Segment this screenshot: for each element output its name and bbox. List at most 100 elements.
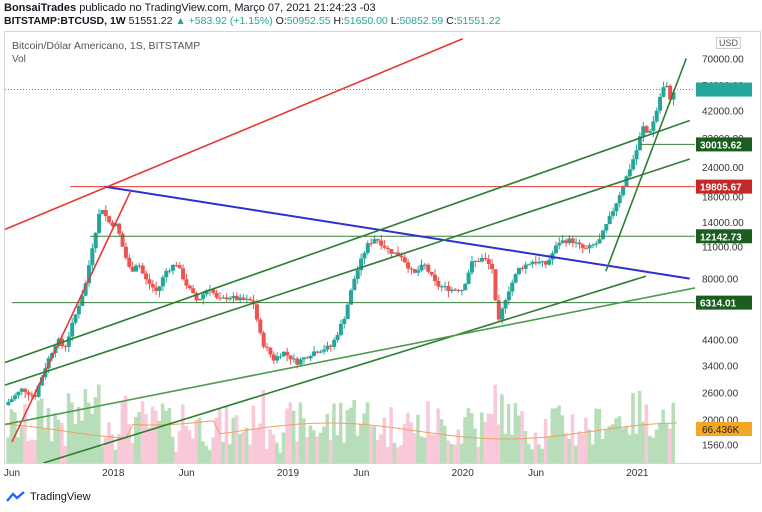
volume-bar xyxy=(90,413,94,463)
volume-bar xyxy=(211,437,215,463)
volume-bar xyxy=(513,403,518,463)
candle-body xyxy=(664,85,669,88)
volume-bar xyxy=(540,448,544,463)
trendline xyxy=(5,38,463,231)
volume-bar xyxy=(73,423,78,463)
candle-body xyxy=(147,279,152,285)
candle-body xyxy=(201,294,206,299)
candle-body xyxy=(305,357,310,359)
candle-body xyxy=(466,272,471,284)
volume-bar xyxy=(177,430,182,463)
volume-bar xyxy=(379,434,383,463)
volume-bar xyxy=(594,408,598,463)
volume-bar xyxy=(16,437,20,463)
candle-body xyxy=(382,245,387,248)
candle-body xyxy=(469,261,474,273)
volume-bar xyxy=(308,425,313,463)
volume-bar xyxy=(523,431,528,463)
candle-body xyxy=(244,298,249,300)
candle-body xyxy=(194,293,199,301)
candle-body xyxy=(564,240,569,244)
volume-bar xyxy=(396,447,400,463)
candle-body xyxy=(33,395,38,397)
candle-body xyxy=(322,349,327,352)
volume-bar xyxy=(557,405,561,463)
volume-bar xyxy=(207,450,212,463)
candle-body xyxy=(315,351,320,353)
volume-bar xyxy=(134,416,138,463)
volume-bar xyxy=(268,429,272,463)
volume-bar xyxy=(271,434,276,463)
candle-body xyxy=(520,267,525,269)
volume-bar xyxy=(580,434,585,463)
volume-bar xyxy=(476,446,481,463)
volume-bar xyxy=(392,442,397,463)
candle-body xyxy=(443,286,448,288)
volume-bar xyxy=(345,410,350,463)
candle-body xyxy=(312,351,317,356)
volume-bar xyxy=(265,449,269,463)
volume-bar xyxy=(453,444,457,463)
volume-bar xyxy=(449,443,454,463)
footer-brand: TradingView xyxy=(6,491,91,503)
currency-button[interactable]: USD xyxy=(716,37,742,49)
candle-body xyxy=(580,244,585,249)
volume-bar xyxy=(658,422,662,463)
volume-bar xyxy=(611,424,615,463)
volume-bar xyxy=(63,445,67,463)
volume-bar xyxy=(160,403,165,463)
candle-body xyxy=(36,385,41,397)
volume-bar xyxy=(533,432,538,463)
volume-bar xyxy=(325,413,329,463)
trendline xyxy=(5,119,691,364)
price-label-box xyxy=(696,179,752,194)
volume-bar xyxy=(23,404,27,463)
volume-bar xyxy=(174,451,178,463)
candle-body xyxy=(268,347,273,355)
volume-bar xyxy=(406,412,410,463)
volume-bar xyxy=(157,420,162,463)
candle-body xyxy=(187,285,192,289)
candle-body xyxy=(349,290,354,305)
volume-bar xyxy=(217,409,222,463)
candle-body xyxy=(631,159,636,170)
candle-body xyxy=(355,270,360,279)
candle-body xyxy=(278,356,283,358)
volume-bar xyxy=(170,436,175,463)
candle-body xyxy=(661,87,666,97)
volume-bar xyxy=(668,428,672,463)
candle-body xyxy=(275,356,280,361)
volume-bar xyxy=(97,384,101,463)
candle-body xyxy=(254,304,259,320)
candle-body xyxy=(359,258,364,271)
candle-body xyxy=(338,323,343,335)
candle-body xyxy=(375,239,380,241)
candle-body xyxy=(439,286,444,288)
current-price-box xyxy=(696,82,752,97)
volume-bar xyxy=(600,439,605,463)
volume-bar xyxy=(39,398,44,463)
volume-bar xyxy=(560,415,565,463)
volume-bar xyxy=(83,388,88,463)
candle-body xyxy=(19,388,24,392)
candle-body xyxy=(389,249,394,254)
volume-bar xyxy=(164,410,168,463)
volume-bar xyxy=(9,409,14,463)
trendline xyxy=(605,58,688,272)
candle-body xyxy=(70,322,75,337)
volume-bar xyxy=(510,434,514,463)
candle-body xyxy=(127,257,132,267)
candle-body xyxy=(228,298,233,300)
volume-bar xyxy=(550,408,555,463)
candle-body xyxy=(641,126,646,137)
candle-body xyxy=(217,297,222,299)
candle-body xyxy=(281,351,286,357)
candle-body xyxy=(560,240,565,243)
volume-bar xyxy=(637,390,642,463)
volume-bar xyxy=(671,402,676,463)
volume-bar xyxy=(117,433,121,463)
candle-body xyxy=(97,213,102,233)
volume-bar xyxy=(328,439,333,463)
candle-body xyxy=(134,265,139,272)
